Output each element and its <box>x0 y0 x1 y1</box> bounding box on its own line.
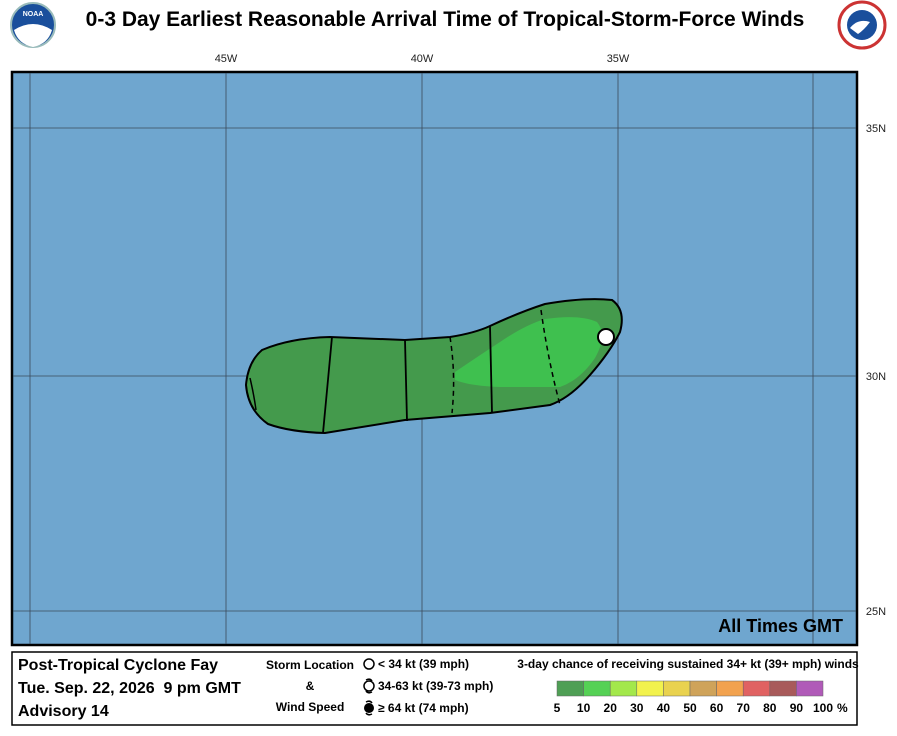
probability-swatch <box>742 680 771 697</box>
probability-level: 70 <box>737 701 751 715</box>
probability-level: 60 <box>710 701 724 715</box>
probability-level: 90 <box>790 701 804 715</box>
logo-text: NOAA <box>23 11 44 18</box>
probability-swatch <box>556 680 584 697</box>
storm-legend-item: < 34 kt (39 mph) <box>378 657 469 671</box>
probability-swatch <box>636 680 664 697</box>
probability-swatch <box>796 680 824 697</box>
nws-logo <box>837 0 887 50</box>
storm-legend-title: Wind Speed <box>276 700 345 714</box>
probability-legend: 3-day chance of receiving sustained 34+ … <box>517 657 859 715</box>
probability-legend-title: 3-day chance of receiving sustained 34+ … <box>517 657 859 671</box>
probability-level: 10 <box>577 701 591 715</box>
storm-legend-item: 34-63 kt (39-73 mph) <box>378 679 493 693</box>
latitude-label: 30N <box>866 371 886 383</box>
longitude-label: 40W <box>411 53 434 65</box>
probability-level: 30 <box>630 701 644 715</box>
longitude-label: 35W <box>607 53 630 65</box>
map-title: 0-3 Day Earliest Reasonable Arrival Time… <box>86 8 805 31</box>
probability-swatch <box>689 680 717 697</box>
latitude-label: 25N <box>866 606 886 618</box>
noaa-logo: NOAA <box>10 2 56 48</box>
storm-legend-item: ≥ 64 kt (74 mph) <box>378 701 469 715</box>
storm-legend-title: Storm Location <box>266 658 354 672</box>
storm-name: Post-Tropical Cyclone Fay <box>18 657 218 674</box>
probability-swatch <box>583 680 611 697</box>
storm-legend: Storm Location & Wind Speed < 34 kt (39 mph… <box>266 657 493 716</box>
arrival-swath <box>244 298 623 435</box>
longitude-labels: 45W 40W 35W <box>215 53 630 65</box>
probability-swatch <box>663 680 691 697</box>
probability-level: 50 <box>683 701 697 715</box>
probability-swatch <box>716 680 744 697</box>
probability-level: 80 <box>763 701 777 715</box>
probability-unit: % <box>837 701 848 715</box>
latitude-labels: 35N 30N 25N <box>866 123 886 618</box>
probability-level: 20 <box>604 701 618 715</box>
latitude-label: 35N <box>866 123 886 135</box>
probability-swatch <box>769 680 797 697</box>
probability-swatch <box>609 680 638 697</box>
advisory-number: Advisory 14 <box>18 703 109 720</box>
probability-level: 5 <box>554 701 561 715</box>
probability-level: 100 <box>813 701 833 715</box>
longitude-label: 45W <box>215 53 238 65</box>
time-note: All Times GMT <box>718 616 843 636</box>
probability-level: 40 <box>657 701 671 715</box>
storm-legend-title: & <box>306 679 315 693</box>
graticule <box>13 73 856 644</box>
advisory-time: Tue. Sep. 22, 2026 9 pm GMT <box>18 680 241 697</box>
